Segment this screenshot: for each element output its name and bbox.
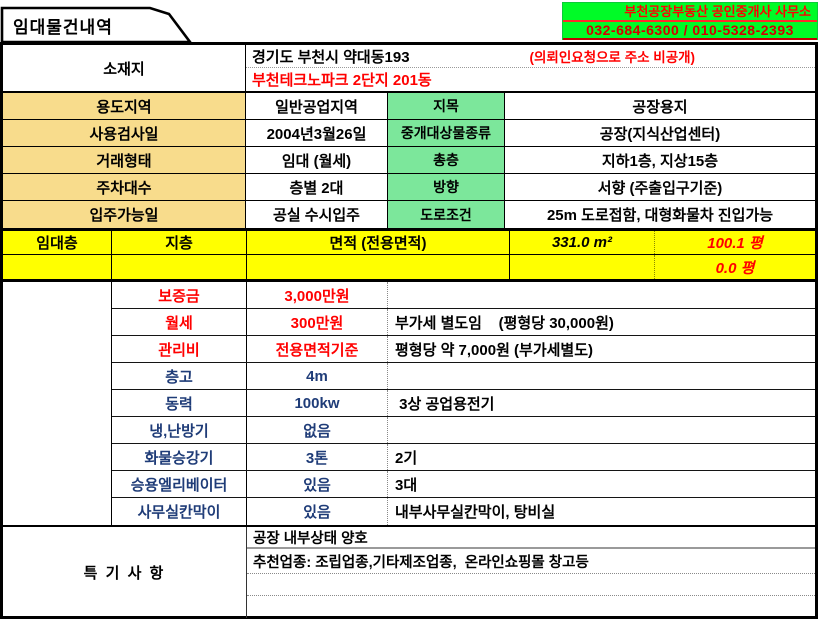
empty-cell [247, 255, 510, 279]
table-row: 월세 300만원 부가세 별도임 (평형당 30,000원) [112, 309, 815, 336]
title-tab: 임대물건내역 [0, 0, 196, 45]
agency-contact-box: 부천공장부동산 공인중개사 사무소 032-684-6300 / 010-532… [562, 2, 818, 40]
table-row: 동력 100kw 3상 공업용전기 [112, 390, 815, 417]
area-pyeong-2: 0.0 평 [715, 259, 755, 277]
empty-left-cell [3, 282, 112, 525]
table-row: 층고 4m [112, 363, 815, 390]
row-label: 거래형태 [3, 147, 246, 173]
special-notes-label: 특 기 사 항 [3, 527, 247, 618]
title-tab-shape [0, 6, 193, 44]
area-header-row: 임대층 지층 면적 (전용면적) 331.0 m² 100.1 평 [3, 231, 815, 255]
row-label: 동력 [112, 390, 247, 416]
row-value: 일반공업지역 [246, 93, 388, 119]
table-row: 보증금 3,000만원 [112, 282, 815, 309]
detail-rows: 보증금 3,000만원 월세 300만원 부가세 별도임 (평형당 30,000… [112, 282, 815, 525]
location-address: 경기도 부천시 약대동193 [252, 48, 410, 66]
row-label: 냉,난방기 [112, 417, 247, 443]
row-label-2: 총층 [388, 147, 505, 173]
row-description [387, 282, 815, 308]
table-row: 입주가능일 공실 수시입주 도로조건 25m 도로접함, 대형화물차 진입가능 [3, 201, 815, 228]
empty-cell [510, 255, 655, 279]
area-pyeong: 100.1 평 [707, 235, 763, 252]
location-label: 소재지 [3, 45, 246, 91]
row-value: 전용면적기준 [275, 341, 359, 359]
table-row: 냉,난방기 없음 [112, 417, 815, 444]
row-label: 승용엘리베이터 [112, 471, 247, 497]
row-description: 3상 공업용전기 [387, 390, 815, 416]
area-sqm: 331.0 m² [510, 231, 655, 254]
table-row: 주차대수 층별 2대 방향 서향 (주출입구기준) [3, 174, 815, 201]
area-empty-row: 0.0 평 [3, 255, 815, 279]
table-row: 관리비 전용면적기준 평형당 약 7,000원 (부가세별도) [112, 336, 815, 363]
location-line1: 경기도 부천시 약대동193 (의뢰인요청으로 주소 비공개) [246, 45, 815, 68]
special-notes-section: 특 기 사 항 공장 내부상태 양호 추천업종: 조립업종,기타제조업종, 온라… [3, 525, 815, 618]
row-value-2: 서향 (주출입구기준) [597, 179, 723, 197]
property-table: 소재지 경기도 부천시 약대동193 (의뢰인요청으로 주소 비공개) 부천테크… [0, 42, 818, 619]
row-value: 4m [306, 367, 328, 385]
special-note-line [247, 574, 815, 596]
area-section: 임대층 지층 면적 (전용면적) 331.0 m² 100.1 평 0.0 평 [3, 228, 815, 282]
empty-cell [3, 255, 112, 279]
row-label: 사용검사일 [3, 120, 246, 146]
row-value: 층별 2대 [246, 174, 388, 200]
row-value: 100kw [294, 394, 340, 412]
row-value: 2004년3월26일 [246, 120, 388, 146]
row-description [387, 417, 815, 443]
location-row: 소재지 경기도 부천시 약대동193 (의뢰인요청으로 주소 비공개) 부천테크… [3, 45, 815, 93]
row-value: 공실 수시입주 [246, 201, 388, 228]
row-label: 입주가능일 [3, 201, 246, 228]
page-title: 임대물건내역 [13, 18, 113, 37]
special-notes-rows: 공장 내부상태 양호 추천업종: 조립업종,기타제조업종, 온라인쇼핑몰 창고등 [247, 527, 815, 618]
table-row: 거래형태 임대 (월세) 총층 지하1층, 지상15층 [3, 147, 815, 174]
row-description: 부가세 별도임 (평형당 30,000원) [387, 309, 815, 335]
row-label: 사무실칸막이 [112, 498, 247, 525]
row-description [387, 363, 815, 389]
area-label: 면적 (전용면적) [247, 231, 510, 254]
row-value: 3,000만원 [284, 287, 350, 305]
row-label: 층고 [112, 363, 247, 389]
row-label-2: 지목 [388, 93, 505, 119]
agency-phone: 032-684-6300 / 010-5328-2393 [563, 22, 817, 40]
empty-cell [112, 255, 247, 279]
table-row: 용도지역 일반공업지역 지목 공장용지 [3, 93, 815, 120]
row-value: 3톤 [305, 449, 329, 467]
row-label: 주차대수 [3, 174, 246, 200]
agency-name: 부천공장부동산 공인중개사 사무소 [563, 3, 817, 22]
row-value: 없음 [303, 422, 331, 440]
row-description: 3대 [387, 471, 815, 497]
row-label-2: 방향 [388, 174, 505, 200]
row-label-2: 도로조건 [388, 201, 505, 228]
rent-floor-label: 임대층 [3, 231, 112, 254]
special-note-line: 추천업종: 조립업종,기타제조업종, 온라인쇼핑몰 창고등 [247, 549, 815, 574]
row-label: 화물승강기 [112, 444, 247, 470]
info-section: 용도지역 일반공업지역 지목 공장용지 사용검사일 2004년3월26일 중개대… [3, 93, 815, 228]
row-value: 있음 [303, 504, 331, 521]
row-label: 관리비 [112, 336, 247, 362]
row-value-2: 25m 도로접함, 대형화물차 진입가능 [546, 207, 774, 224]
row-description: 내부사무실칸막이, 탕비실 [387, 498, 815, 525]
row-value: 300만원 [290, 314, 344, 332]
table-row: 승용엘리베이터 있음 3대 [112, 471, 815, 498]
row-label: 보증금 [112, 282, 247, 308]
location-building: 부천테크노파크 2단지 201동 [252, 71, 432, 89]
row-description: 평형당 약 7,000원 (부가세별도) [387, 336, 815, 362]
row-value-2: 지하1층, 지상15층 [601, 152, 719, 170]
table-row: 화물승강기 3톤 2기 [112, 444, 815, 471]
row-description: 2기 [387, 444, 815, 470]
rent-floor-value: 지층 [112, 231, 247, 254]
detail-section: 보증금 3,000만원 월세 300만원 부가세 별도임 (평형당 30,000… [3, 282, 815, 525]
special-note-line: 공장 내부상태 양호 [247, 527, 815, 549]
table-row: 사용검사일 2004년3월26일 중개대상물종류 공장(지식산업센터) [3, 120, 815, 147]
row-label: 월세 [112, 309, 247, 335]
table-row: 사무실칸막이 있음 내부사무실칸막이, 탕비실 [112, 498, 815, 525]
row-value: 있음 [303, 476, 331, 494]
location-value: 경기도 부천시 약대동193 (의뢰인요청으로 주소 비공개) 부천테크노파크 … [246, 45, 815, 91]
special-note-line [247, 596, 815, 618]
row-value: 임대 (월세) [246, 147, 388, 173]
row-label-2: 중개대상물종류 [388, 120, 505, 146]
row-value-2: 공장(지식산업센터) [599, 125, 721, 143]
row-label: 용도지역 [3, 93, 246, 119]
row-value-2: 공장용지 [632, 98, 688, 116]
location-privacy-note: (의뢰인요청으로 주소 비공개) [529, 50, 696, 65]
